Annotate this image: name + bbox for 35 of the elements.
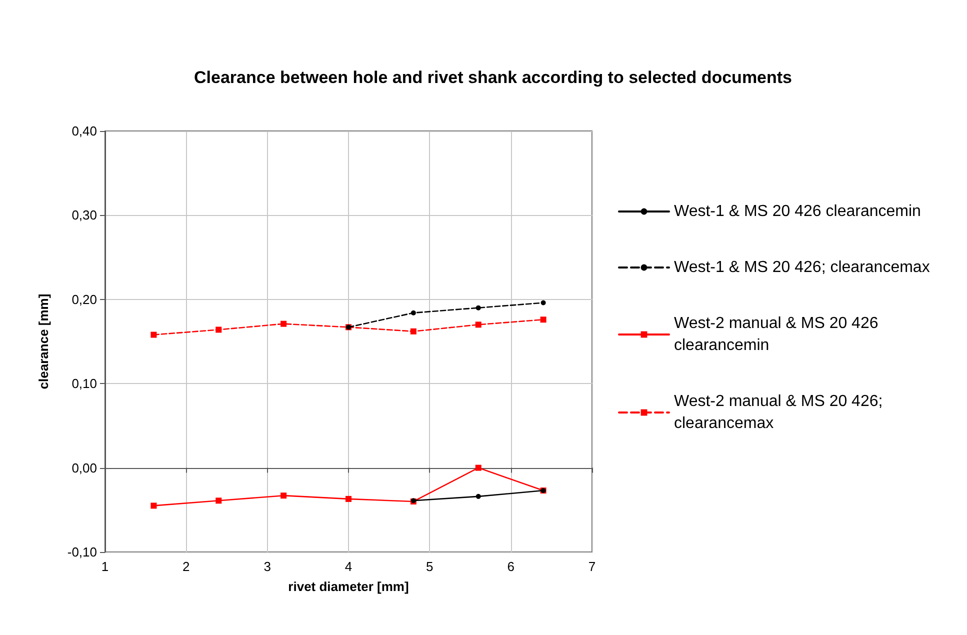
point <box>410 328 416 334</box>
point <box>280 320 287 327</box>
point <box>216 498 222 504</box>
y-tick-label: 0,10 <box>72 376 97 392</box>
point <box>150 502 157 509</box>
chart-title: Clearance between hole and rivet shank according to selected documents <box>194 68 792 87</box>
x-tick-label: 3 <box>264 559 271 574</box>
x-tick-label: 1 <box>101 559 109 574</box>
point <box>475 322 482 328</box>
legend-label: West-2 manual & MS 20 426; clearancemax <box>674 393 888 432</box>
point <box>540 316 546 323</box>
point <box>346 496 352 502</box>
x-axis-title: rivet diameter [mm] <box>288 579 409 594</box>
point <box>216 326 222 333</box>
y-tick-label: 0,20 <box>72 292 97 307</box>
point <box>280 492 287 499</box>
point <box>410 310 416 316</box>
x-tick-label: 2 <box>182 559 190 574</box>
point <box>476 494 481 499</box>
legend-label: West-1 & MS 20 426; clearancemax <box>674 259 930 276</box>
x-tick-label: 7 <box>588 559 596 574</box>
legend-label: West-1 & MS 20 426 clearancemin <box>674 203 921 220</box>
legend-label: West-2 manual & MS 20 426 clearancemin <box>674 315 883 354</box>
y-tick-label: 0,30 <box>72 208 97 223</box>
x-tick-label: 5 <box>426 559 434 574</box>
y-tick-label: -0,10 <box>67 544 97 560</box>
point <box>150 332 157 338</box>
y-tick-label: 0,40 <box>72 124 97 138</box>
point <box>476 305 481 310</box>
y-axis-title: clearance [mm] <box>36 294 51 390</box>
point <box>475 464 482 471</box>
x-tick-label: 6 <box>507 559 514 574</box>
y-tick-label: 0,00 <box>72 460 97 476</box>
point <box>540 300 546 306</box>
x-tick-label: 4 <box>344 559 352 574</box>
